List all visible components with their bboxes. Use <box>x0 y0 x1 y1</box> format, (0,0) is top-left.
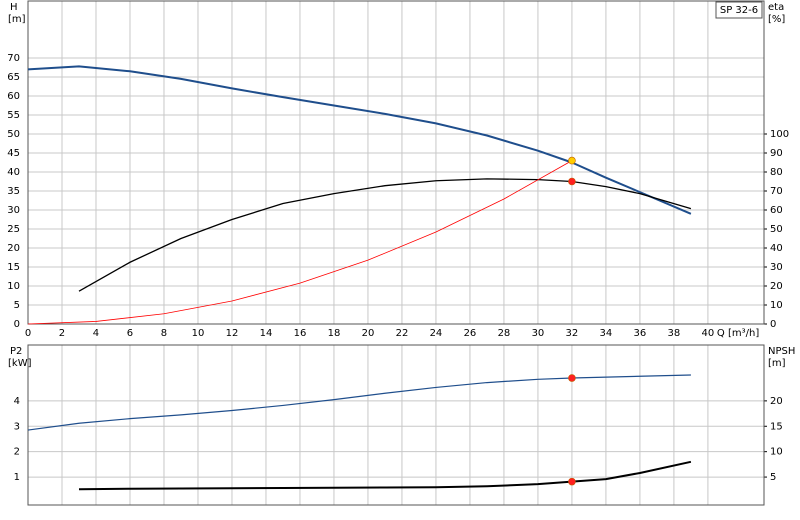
y-tick-label: 3 <box>14 421 20 432</box>
y2-tick-label: 10 <box>770 300 783 311</box>
y-tick-label: 0 <box>14 319 20 330</box>
x-tick-label: 40 <box>702 328 715 339</box>
y-tick-label: 25 <box>7 224 20 235</box>
x-tick-label: 30 <box>532 328 545 339</box>
x-tick-label: 0 <box>25 328 31 339</box>
y2-tick-label: 20 <box>770 396 783 407</box>
x-tick-label: 28 <box>498 328 511 339</box>
y2-tick-label: 20 <box>770 281 783 292</box>
y2-axis-label: NPSH <box>768 346 795 357</box>
y2-tick-label: 60 <box>770 205 783 216</box>
y2-tick-label: 30 <box>770 262 783 273</box>
y2-tick-label: 15 <box>770 421 783 432</box>
y-tick-label: 35 <box>7 186 20 197</box>
curve <box>27 65 692 215</box>
y-tick-label: 10 <box>7 281 20 292</box>
chart-title: SP 32-6 <box>720 5 758 16</box>
y2-tick-label: 70 <box>770 186 783 197</box>
y2-axis-unit: [m] <box>768 358 786 369</box>
x-tick-label: 2 <box>59 328 65 339</box>
x-tick-label: 38 <box>668 328 681 339</box>
y-tick-label: 20 <box>7 243 20 254</box>
x-tick-label: 20 <box>362 328 375 339</box>
y-tick-label: 70 <box>7 53 20 64</box>
y2-axis-unit: [%] <box>768 14 785 25</box>
y2-tick-label: 100 <box>770 129 789 140</box>
x-tick-label: 26 <box>464 328 477 339</box>
y-axis-unit: [kW] <box>8 358 32 369</box>
x-tick-label: 4 <box>93 328 99 339</box>
y2-tick-label: 10 <box>770 447 783 458</box>
x-tick-label: 18 <box>328 328 341 339</box>
y-tick-label: 60 <box>7 91 20 102</box>
y-tick-label: 5 <box>14 300 20 311</box>
plot-area <box>28 345 764 505</box>
x-tick-label: 22 <box>396 328 409 339</box>
y2-tick-label: 80 <box>770 167 783 178</box>
curve <box>27 374 691 431</box>
data-point <box>568 477 576 486</box>
x-tick-label: 8 <box>161 328 167 339</box>
plot-border <box>27 0 765 325</box>
data-point <box>568 177 576 186</box>
x-tick-label: 24 <box>430 328 443 339</box>
x-axis-label: Q [m³/h] <box>717 328 759 339</box>
x-tick-label: 16 <box>294 328 307 339</box>
title-box <box>715 1 763 19</box>
y2-tick-label: 5 <box>770 472 776 483</box>
y2-axis-label: eta <box>768 2 784 13</box>
y-tick-label: 45 <box>7 148 20 159</box>
y-tick-label: 4 <box>14 396 20 407</box>
y-tick-label: 55 <box>7 110 20 121</box>
x-tick-label: 34 <box>600 328 613 339</box>
y-tick-label: 40 <box>7 167 20 178</box>
x-tick-label: 10 <box>192 328 205 339</box>
curve <box>27 160 573 325</box>
y-axis-label: H <box>10 2 18 13</box>
y-axis-label: P2 <box>10 346 22 357</box>
x-tick-label: 32 <box>566 328 579 339</box>
y-tick-label: 2 <box>14 447 20 458</box>
x-tick-label: 6 <box>127 328 133 339</box>
data-point <box>568 156 576 165</box>
x-tick-label: 36 <box>634 328 647 339</box>
y-tick-label: 1 <box>14 472 20 483</box>
y2-tick-label: 50 <box>770 224 783 235</box>
plot-border <box>27 344 765 506</box>
curve <box>78 460 692 491</box>
y-tick-label: 50 <box>7 129 20 140</box>
x-tick-label: 12 <box>226 328 239 339</box>
y-axis-unit: [m] <box>8 14 26 25</box>
curve <box>78 178 692 292</box>
y2-tick-label: 90 <box>770 148 783 159</box>
plot-area <box>28 1 764 324</box>
x-tick-label: 14 <box>260 328 273 339</box>
y-tick-label: 65 <box>7 72 20 83</box>
data-point <box>568 374 576 382</box>
y2-tick-label: 40 <box>770 243 783 254</box>
y-tick-label: 15 <box>7 262 20 273</box>
y-tick-label: 30 <box>7 205 20 216</box>
y2-tick-label: 0 <box>770 319 776 330</box>
